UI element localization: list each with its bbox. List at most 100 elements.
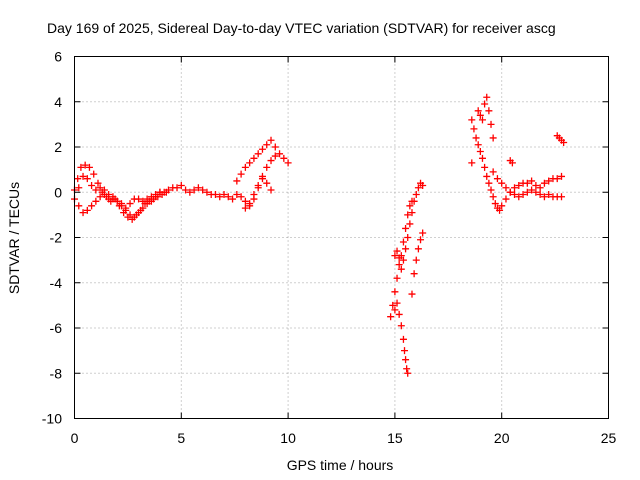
data-point [474, 141, 482, 149]
data-point [468, 159, 476, 167]
data-point [83, 175, 91, 183]
data-point [498, 202, 506, 210]
x-tick-label: 25 [601, 430, 617, 446]
series-track-l [474, 93, 497, 142]
x-tick-label: 0 [71, 430, 79, 446]
data-point [485, 179, 493, 187]
y-tick-label: 0 [54, 184, 62, 200]
data-point [393, 274, 401, 282]
data-point [489, 134, 497, 142]
data-point [211, 191, 219, 199]
data-point [502, 184, 510, 192]
data-point [391, 306, 399, 314]
series-track-d [233, 136, 292, 185]
y-tick-label: 4 [54, 94, 62, 110]
data-point [528, 186, 536, 194]
data-point [147, 197, 155, 205]
x-tick-label: 5 [177, 430, 185, 446]
data-point [487, 186, 495, 194]
series-track-j [408, 229, 427, 298]
data-point [96, 184, 104, 192]
data-point [100, 191, 108, 199]
data-point [263, 141, 271, 149]
data-point [88, 181, 96, 189]
data-point [481, 100, 489, 108]
data-point [216, 193, 224, 201]
axis-ticks [74, 56, 609, 419]
data-point [79, 172, 87, 180]
data-point [271, 152, 279, 160]
data-point [532, 181, 540, 189]
data-point [540, 193, 548, 201]
series-track-n [468, 132, 568, 167]
data-point [404, 211, 412, 219]
data-point [506, 188, 514, 196]
data-point [397, 265, 405, 273]
data-point [402, 224, 410, 232]
data-point [403, 365, 411, 373]
data-point [515, 193, 523, 201]
grid [74, 56, 609, 419]
series-track-i [391, 179, 427, 273]
data-point [489, 168, 497, 176]
data-point [476, 111, 484, 119]
data-point [410, 197, 418, 205]
data-point [267, 157, 275, 165]
data-point [276, 150, 284, 158]
data-point [258, 145, 266, 153]
data-point [135, 195, 143, 203]
data-point [558, 193, 566, 201]
data-point [75, 202, 83, 210]
data-point [419, 181, 427, 189]
data-point [408, 209, 416, 217]
data-point [77, 163, 85, 171]
data-point [229, 195, 237, 203]
data-point [391, 288, 399, 296]
data-point [92, 197, 100, 205]
data-point [246, 200, 254, 208]
series-track-a [71, 172, 241, 212]
data-point [402, 245, 410, 253]
data-point [511, 191, 519, 199]
data-point [263, 163, 271, 171]
x-tick-label: 20 [494, 430, 510, 446]
data-point [241, 163, 249, 171]
data-point [470, 125, 478, 133]
y-tick-label: -8 [50, 365, 63, 381]
data-point [173, 184, 181, 192]
data-point [96, 193, 104, 201]
data-point [545, 191, 553, 199]
data-point [410, 270, 418, 278]
data-point [79, 209, 87, 217]
series-track-k [468, 116, 566, 214]
data-point [75, 184, 83, 192]
x-tick-label: 15 [387, 430, 403, 446]
data-point [105, 195, 113, 203]
data-point [404, 234, 412, 241]
data-point [199, 186, 207, 194]
data-point [406, 202, 414, 210]
data-point [81, 161, 89, 169]
data-point [414, 245, 422, 253]
series-track-m [489, 168, 566, 201]
x-tick-labels: 0 5 10 15 20 25 [71, 430, 617, 446]
series-track-g [391, 299, 412, 377]
data-point [241, 204, 249, 212]
y-tick-labels: -10 -8 -6 -4 -2 0 2 4 6 [42, 49, 62, 427]
data-point [395, 254, 403, 262]
data-point [391, 252, 399, 260]
y-tick-label: -2 [50, 230, 63, 246]
data-point [83, 206, 91, 214]
data-point [393, 299, 401, 307]
data-point [393, 247, 401, 255]
data-point [117, 202, 125, 210]
series-track-e [237, 152, 279, 210]
data-point [389, 301, 397, 309]
data-point [414, 184, 422, 192]
data-point [540, 179, 548, 187]
data-point [508, 159, 516, 167]
y-tick-label: -10 [42, 411, 62, 427]
data-point [412, 256, 420, 264]
data-point [126, 200, 134, 208]
